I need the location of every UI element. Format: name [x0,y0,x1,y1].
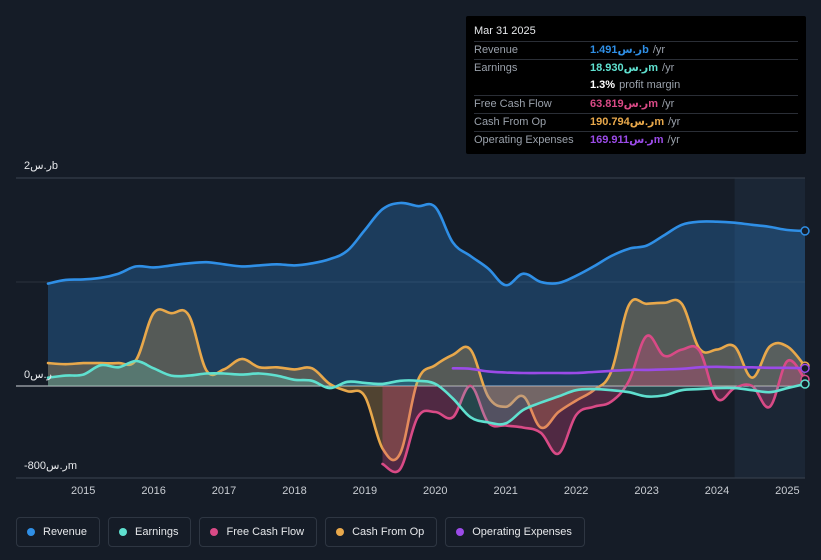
y-tick-zero: ر.س0 [24,369,52,381]
legend-operating-expenses[interactable]: Operating Expenses [445,517,585,547]
tooltip-value: ر.س63.819m [590,97,659,110]
legend-dot-icon [210,528,219,536]
cash-from-op-line [46,298,807,462]
tooltip-row-profit-margin: 1.3% profit margin [474,77,798,94]
legend-label: Cash From Op [352,526,425,538]
y-tick-bottom: -ر.س800m [24,460,77,472]
tooltip-value: ر.س190.794m [590,115,665,128]
earnings-line [46,359,807,426]
legend-dot-icon [336,528,345,536]
x-tick-label: 2018 [282,485,307,497]
tooltip-value: ر.س18.930m [590,62,659,75]
earnings-area [48,360,805,425]
legend-dot-icon [27,528,35,536]
tooltip-unit: profit margin [619,79,681,92]
tooltip-unit: /yr [662,62,675,75]
tooltip-value: ر.س169.911m [590,133,664,146]
x-tick-label: 2025 [775,485,800,497]
tooltip-row-revenue: Revenue ر.س1.491b /yr [474,41,798,59]
free-cash-flow-area [382,335,805,473]
legend-label: Operating Expenses [472,526,572,538]
x-tick-label: 2021 [493,485,518,497]
tooltip-panel: Mar 31 2025 Revenue ر.س1.491b /yr Earnin… [466,16,806,154]
legend-dot-icon [119,528,128,536]
tooltip-row-cash-from-op: Cash From Op ر.س190.794m /yr [474,112,798,131]
tooltip-unit: /yr [667,133,680,146]
tooltip-row-operating-expenses: Operating Expenses ر.س169.911m /yr [474,130,798,149]
tooltip-unit: /yr [668,115,681,128]
tooltip-label: Operating Expenses [474,133,574,146]
earnings-end-marker [800,379,810,389]
legend-label: Revenue [43,526,88,538]
x-tick-label: 2017 [211,485,237,497]
x-tick-label: 2016 [141,485,166,497]
operating-expenses-line [451,365,807,375]
y-tick-top: ر.س2b [24,160,59,172]
revenue-line [46,201,807,287]
x-tick-label: 2020 [423,485,448,497]
x-tick-label: 2024 [704,485,730,497]
tooltip-value: ر.س1.491b [590,44,649,56]
tooltip-unit: /yr [662,97,675,110]
x-tick-label: 2019 [352,485,378,497]
revenue-end-marker [800,226,810,236]
legend-free-cash-flow[interactable]: Free Cash Flow [199,517,318,547]
series-layer [46,201,807,474]
legend-earnings[interactable]: Earnings [108,517,192,547]
tooltip-label: Cash From Op [474,115,547,128]
legend: Revenue Earnings Free Cash Flow Cash Fro… [16,517,585,547]
legend-revenue[interactable]: Revenue [16,517,101,547]
cash-from-op-area [48,299,805,461]
tooltip-date: Mar 31 2025 [474,25,536,37]
legend-dot-icon [456,528,465,536]
tooltip-value: 1.3% [590,79,616,92]
legend-label: Earnings [135,526,179,538]
end-markers [800,226,810,389]
tooltip-label: Free Cash Flow [474,97,552,110]
legend-cash-from-op[interactable]: Cash From Op [325,517,438,547]
tooltip-row-earnings: Earnings ر.س18.930m /yr [474,59,798,77]
revenue-area [48,202,805,386]
tooltip-unit: /yr [652,44,666,56]
tooltip-label: Earnings [474,62,518,75]
tooltip-row-free-cash-flow: Free Cash Flow ر.س63.819m /yr [474,94,798,113]
x-tick-label: 2023 [634,485,659,497]
tooltip-label: Revenue [474,44,519,56]
legend-label: Free Cash Flow [226,526,305,538]
operating-expenses-end-marker [800,363,810,374]
tooltip-label [474,77,590,94]
x-tick-label: 2015 [70,485,96,497]
x-tick-label: 2022 [563,485,589,497]
